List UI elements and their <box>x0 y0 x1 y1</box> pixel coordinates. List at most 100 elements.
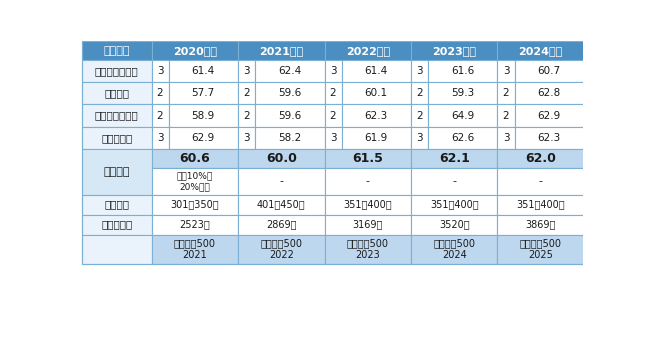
Text: 62.9: 62.9 <box>192 133 215 143</box>
Text: -: - <box>365 176 370 187</box>
Text: 3: 3 <box>243 66 250 76</box>
Text: 62.3: 62.3 <box>538 133 561 143</box>
Bar <box>428 60 498 82</box>
Text: 組織体制: 組織体制 <box>104 88 129 98</box>
Text: 総合順位: 総合順位 <box>104 199 129 210</box>
Text: 3: 3 <box>157 66 163 76</box>
Bar <box>255 60 325 82</box>
Text: 351～400位: 351～400位 <box>516 199 565 210</box>
Text: 2523位: 2523位 <box>179 220 210 230</box>
Bar <box>152 235 238 264</box>
Text: 3: 3 <box>416 66 423 76</box>
Bar <box>515 127 584 149</box>
Bar <box>82 60 152 82</box>
Bar <box>341 82 411 104</box>
Bar <box>498 149 584 168</box>
Bar <box>152 60 168 82</box>
Text: 2: 2 <box>503 111 509 121</box>
Bar <box>325 82 341 104</box>
Bar <box>498 82 515 104</box>
Text: ホワイト500
2022: ホワイト500 2022 <box>260 238 302 260</box>
Bar <box>238 215 325 235</box>
Text: 経営理念・方针: 経営理念・方针 <box>95 66 139 76</box>
Bar <box>498 104 515 127</box>
Bar <box>82 235 152 264</box>
Text: 2: 2 <box>157 88 163 98</box>
Bar <box>152 195 238 215</box>
Bar <box>498 195 584 215</box>
Bar <box>428 82 498 104</box>
Text: -: - <box>279 176 283 187</box>
Text: 62.3: 62.3 <box>365 111 388 121</box>
Bar <box>325 195 411 215</box>
Text: 3: 3 <box>503 66 509 76</box>
Bar <box>168 82 238 104</box>
Text: 61.9: 61.9 <box>365 133 388 143</box>
Bar <box>238 235 325 264</box>
Text: 351～400位: 351～400位 <box>430 199 479 210</box>
Bar <box>411 149 498 168</box>
Bar <box>238 82 255 104</box>
Bar <box>82 82 152 104</box>
Text: 総合評価: 総合評価 <box>104 167 130 177</box>
Bar <box>82 104 152 127</box>
Bar <box>411 168 498 195</box>
Bar <box>152 104 168 127</box>
Text: 62.1: 62.1 <box>439 152 470 165</box>
Text: 2869位: 2869位 <box>266 220 297 230</box>
Bar <box>325 60 341 82</box>
Bar <box>82 41 152 60</box>
Text: 3: 3 <box>503 133 509 143</box>
Bar <box>325 104 341 127</box>
Text: ホワイト500
2021: ホワイト500 2021 <box>174 238 216 260</box>
Text: ホワイト500
2023: ホワイト500 2023 <box>347 238 389 260</box>
Text: 3: 3 <box>243 133 250 143</box>
Bar <box>498 235 584 264</box>
Bar <box>238 195 325 215</box>
Text: 制度・施策実行: 制度・施策実行 <box>95 111 139 121</box>
Text: 上位10%超
20%以内: 上位10%超 20%以内 <box>177 172 213 191</box>
Bar <box>152 215 238 235</box>
Text: 61.5: 61.5 <box>353 152 383 165</box>
Text: 2: 2 <box>243 88 250 98</box>
Text: ホワイト500
2025: ホワイト500 2025 <box>520 238 562 260</box>
Bar <box>238 168 325 195</box>
Text: 57.7: 57.7 <box>192 88 215 98</box>
Bar <box>428 127 498 149</box>
Bar <box>498 215 584 235</box>
Text: 62.9: 62.9 <box>538 111 561 121</box>
Bar <box>325 127 341 149</box>
Bar <box>82 41 584 264</box>
Bar <box>325 41 411 60</box>
Bar <box>168 104 238 127</box>
Bar <box>515 60 584 82</box>
Bar <box>168 60 238 82</box>
Bar <box>411 215 498 235</box>
Text: 59.6: 59.6 <box>278 111 301 121</box>
Bar <box>341 104 411 127</box>
Bar <box>341 127 411 149</box>
Text: 62.6: 62.6 <box>451 133 474 143</box>
Text: -: - <box>538 176 543 187</box>
Text: 58.9: 58.9 <box>192 111 215 121</box>
Text: 60.6: 60.6 <box>179 152 210 165</box>
Text: 62.4: 62.4 <box>278 66 301 76</box>
Bar <box>325 215 411 235</box>
Bar <box>238 104 255 127</box>
Bar <box>498 127 515 149</box>
Bar <box>515 104 584 127</box>
Text: 64.9: 64.9 <box>451 111 474 121</box>
Bar <box>411 82 428 104</box>
Bar <box>411 127 428 149</box>
Bar <box>152 82 168 104</box>
Bar <box>325 168 411 195</box>
Text: 351～400位: 351～400位 <box>343 199 392 210</box>
Text: 2: 2 <box>416 111 423 121</box>
Text: 3: 3 <box>157 133 163 143</box>
Text: 2: 2 <box>416 88 423 98</box>
Bar <box>82 149 152 195</box>
Bar <box>411 195 498 215</box>
Text: 3: 3 <box>330 133 336 143</box>
Bar <box>82 215 152 235</box>
Bar <box>325 149 411 168</box>
